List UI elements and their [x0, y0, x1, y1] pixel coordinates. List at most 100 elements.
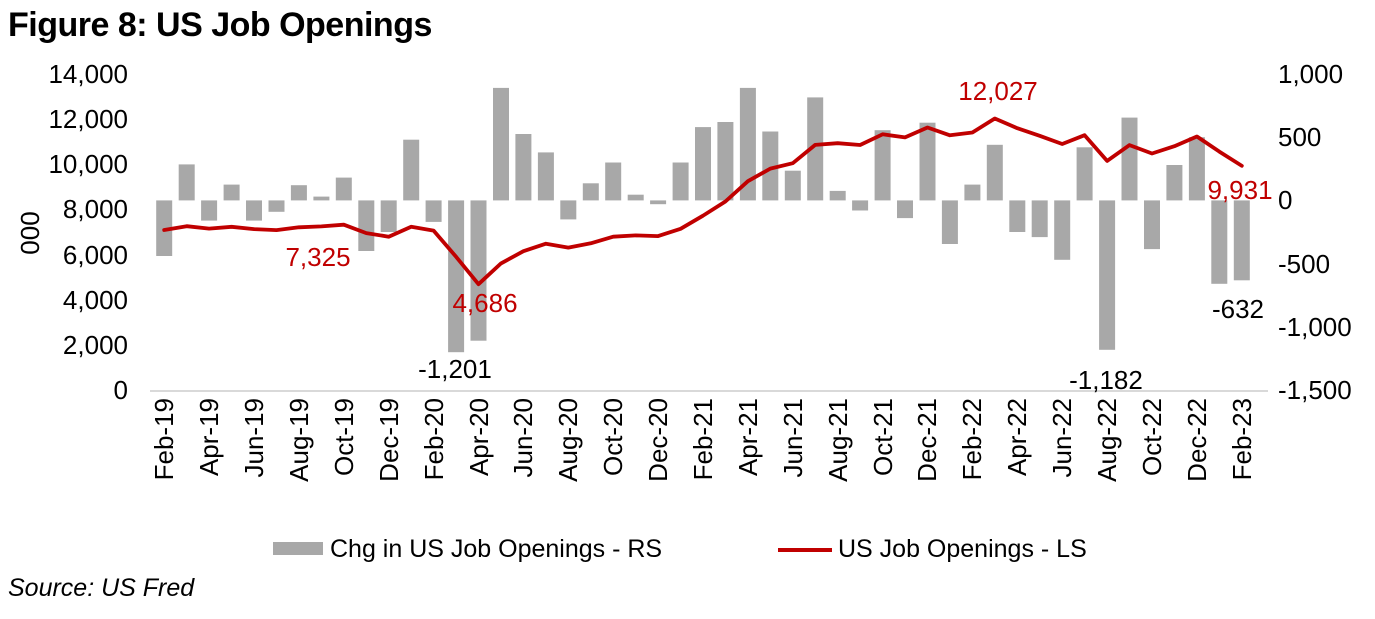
- right-axis-tick: -500: [1278, 248, 1331, 279]
- chg-bar: [1211, 200, 1228, 284]
- chg-bar: [964, 184, 981, 201]
- data-label-annotation: -1,201: [418, 354, 492, 384]
- chg-bar: [986, 144, 1003, 201]
- right-axis-tick: 500: [1278, 122, 1322, 153]
- x-axis-tick: Aug-19: [283, 398, 314, 482]
- chg-bar: [1009, 200, 1026, 232]
- chg-bar: [268, 200, 285, 212]
- left-axis-tick: 14,000: [48, 59, 128, 89]
- x-axis-tick: Feb-22: [957, 398, 988, 481]
- data-label-annotation: 9,931: [1207, 175, 1273, 205]
- left-axis-tick: 4,000: [62, 284, 128, 315]
- chg-bar: [1166, 165, 1183, 201]
- legend-line-swatch: [778, 548, 832, 552]
- chg-bar: [290, 185, 307, 201]
- left-axis-tick: 12,000: [48, 104, 128, 135]
- chg-bar: [672, 162, 689, 201]
- chg-bar: [717, 122, 734, 201]
- chg-bar: [246, 200, 262, 221]
- chg-bar: [695, 127, 711, 201]
- legend-line-label: US Job Openings - LS: [838, 535, 1087, 563]
- x-axis-tick: Feb-21: [688, 398, 718, 481]
- right-axis-tick: -1,000: [1278, 311, 1352, 342]
- legend-bar-swatch: [273, 542, 323, 555]
- left-axis-tick: 6,000: [62, 239, 128, 270]
- chg-bar: [874, 130, 891, 201]
- chg-bar: [605, 162, 622, 201]
- chg-bar: [425, 200, 442, 222]
- chg-bar: [1121, 117, 1138, 201]
- chg-bar: [515, 134, 532, 201]
- x-axis-tick: Dec-19: [373, 398, 404, 482]
- data-label-annotation: 7,325: [285, 242, 351, 272]
- chg-bar: [627, 194, 644, 201]
- chg-bar: [537, 152, 554, 201]
- x-axis-tick: Apr-19: [194, 398, 225, 477]
- left-axis-tick: 2,000: [62, 329, 128, 360]
- chg-bar: [762, 131, 779, 201]
- chg-bar: [1233, 200, 1250, 281]
- x-axis-tick: Apr-21: [732, 398, 763, 477]
- x-axis-tick: Feb-20: [418, 398, 449, 481]
- chg-bar: [941, 200, 958, 244]
- data-label-annotation: 12,027: [958, 76, 1038, 106]
- chg-bar: [807, 97, 824, 201]
- chg-bar: [358, 200, 375, 251]
- x-axis-tick: Aug-21: [822, 398, 853, 482]
- x-axis-tick: Jun-21: [777, 398, 808, 478]
- x-axis-tick: Dec-21: [912, 398, 943, 482]
- chg-bar: [313, 196, 330, 201]
- chg-bar: [223, 184, 240, 201]
- source-note: Source: US Fred: [8, 574, 195, 602]
- x-axis-tick: Apr-22: [1002, 398, 1033, 477]
- chg-bar: [784, 170, 801, 201]
- x-axis-tick: Apr-20: [463, 398, 494, 477]
- left-axis-tick: 10,000: [48, 149, 128, 180]
- data-label-annotation: -632: [1211, 294, 1265, 324]
- x-axis-tick: Jun-22: [1047, 398, 1078, 478]
- x-axis-tick: Oct-20: [598, 398, 629, 477]
- x-axis-tick: Jun-19: [239, 398, 270, 478]
- data-label-annotation: -1,182: [1069, 365, 1143, 395]
- x-axis-tick: Dec-22: [1181, 398, 1212, 482]
- chg-bar: [1144, 200, 1160, 250]
- chg-bar: [1076, 147, 1093, 201]
- chg-bar: [380, 200, 397, 232]
- x-axis-tick: Feb-23: [1226, 398, 1257, 481]
- right-axis-tick: -1,500: [1278, 375, 1352, 405]
- right-axis-tick: 1,000: [1278, 59, 1344, 89]
- chg-bar: [448, 200, 465, 353]
- chg-bar: [897, 200, 913, 219]
- chg-bar: [852, 200, 869, 211]
- legend-bar-label: Chg in US Job Openings - RS: [330, 535, 663, 563]
- chg-bar: [1188, 137, 1205, 201]
- chart-title: Figure 8: US Job Openings: [8, 6, 432, 44]
- left-axis-tick: 0: [113, 375, 128, 405]
- chg-bar: [1054, 200, 1071, 260]
- x-axis-tick: Oct-22: [1136, 398, 1167, 477]
- chg-bar: [582, 183, 599, 201]
- chg-bar: [560, 200, 577, 220]
- left-axis-tick: 8,000: [62, 194, 128, 225]
- chg-bar: [403, 139, 420, 201]
- chg-bar: [1099, 200, 1116, 350]
- chg-bar: [1031, 200, 1048, 238]
- chg-bar: [650, 200, 667, 205]
- x-axis-tick: Aug-20: [553, 398, 584, 482]
- x-axis-tick: Dec-20: [643, 398, 674, 482]
- chg-bar: [470, 200, 487, 341]
- x-axis-tick: Aug-22: [1092, 398, 1123, 482]
- chg-bar: [829, 190, 846, 201]
- x-axis-tick: Oct-21: [867, 398, 898, 477]
- chg-bar: [178, 164, 195, 201]
- chg-bar: [201, 200, 218, 221]
- chg-bar: [335, 177, 352, 201]
- chg-bar: [919, 122, 936, 201]
- data-label-annotation: 4,686: [452, 288, 518, 318]
- chg-bar: [493, 87, 509, 201]
- openings-line: [162, 116, 1244, 287]
- x-axis-tick: Feb-19: [149, 398, 180, 481]
- right-axis-tick: 0: [1278, 185, 1293, 216]
